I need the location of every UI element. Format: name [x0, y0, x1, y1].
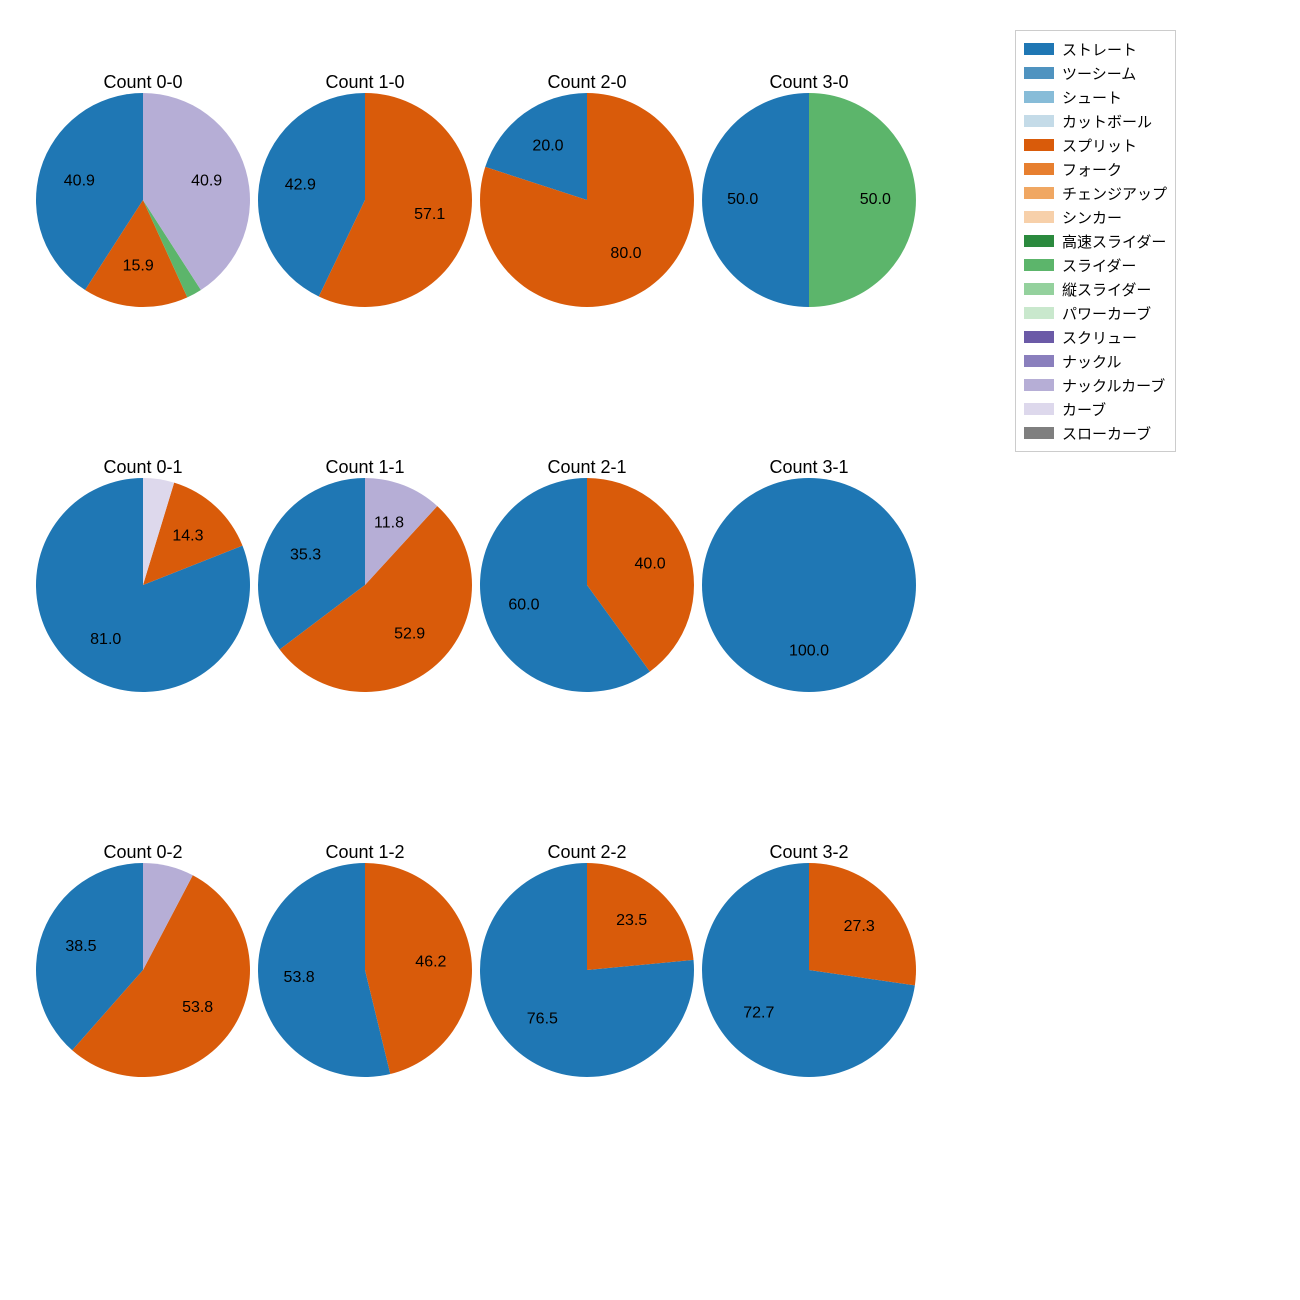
legend-swatch — [1024, 139, 1054, 151]
legend-label: ナックルカーブ — [1062, 375, 1165, 396]
pie-slice-label: 38.5 — [65, 938, 96, 955]
legend-item: 縦スライダー — [1024, 277, 1167, 301]
legend-swatch — [1024, 211, 1054, 223]
pie-slice-label: 53.8 — [284, 969, 315, 986]
pie-slice-label: 15.9 — [123, 257, 154, 274]
legend-swatch — [1024, 187, 1054, 199]
pie-chart: 100.0 — [698, 474, 920, 696]
legend-item: パワーカーブ — [1024, 301, 1167, 325]
legend-label: シンカー — [1062, 207, 1122, 228]
pie-slice-label: 23.5 — [616, 912, 647, 929]
legend-label: フォーク — [1062, 159, 1122, 180]
legend-swatch — [1024, 283, 1054, 295]
pie-slice-label: 100.0 — [789, 643, 829, 660]
legend-swatch — [1024, 43, 1054, 55]
pie-slice-label: 20.0 — [532, 138, 563, 155]
legend-swatch — [1024, 163, 1054, 175]
pie-chart: 60.0 40.0 — [476, 474, 698, 696]
pie-slice-label: 27.3 — [844, 918, 875, 935]
pie-slice-label: 40.9 — [191, 173, 222, 190]
pie-slice-label: 50.0 — [860, 191, 891, 208]
legend-item: ナックルカーブ — [1024, 373, 1167, 397]
legend-label: シュート — [1062, 87, 1122, 108]
pie-slice-label: 46.2 — [415, 953, 446, 970]
legend-label: スライダー — [1062, 255, 1136, 276]
pie-slice-label: 11.8 — [374, 514, 404, 531]
legend-swatch — [1024, 403, 1054, 415]
pie-slice — [702, 478, 916, 692]
pie-slice-label: 72.7 — [743, 1005, 774, 1022]
legend-item: シュート — [1024, 85, 1167, 109]
legend-swatch — [1024, 331, 1054, 343]
legend-label: パワーカーブ — [1062, 303, 1151, 324]
legend-item: スプリット — [1024, 133, 1167, 157]
pie-slice-label: 57.1 — [414, 206, 445, 223]
legend-item: ストレート — [1024, 37, 1167, 61]
legend-label: スクリュー — [1062, 327, 1137, 348]
legend-item: カットボール — [1024, 109, 1167, 133]
pie-slice-label: 35.3 — [290, 547, 321, 564]
pie-slice-label: 40.0 — [635, 556, 666, 573]
legend-label: ストレート — [1062, 39, 1137, 60]
legend-label: 高速スライダー — [1062, 231, 1166, 252]
pie-slice-label: 40.9 — [64, 173, 95, 190]
legend-swatch — [1024, 379, 1054, 391]
legend-swatch — [1024, 259, 1054, 271]
legend-swatch — [1024, 235, 1054, 247]
legend-item: チェンジアップ — [1024, 181, 1167, 205]
pie-slice-label: 60.0 — [508, 597, 539, 614]
legend-item: スローカーブ — [1024, 421, 1167, 445]
legend-label: ナックル — [1062, 351, 1122, 372]
legend-label: スローカーブ — [1062, 423, 1151, 444]
legend-swatch — [1024, 355, 1054, 367]
legend-item: 高速スライダー — [1024, 229, 1167, 253]
pie-slice-label: 14.3 — [172, 527, 203, 544]
legend-item: ツーシーム — [1024, 61, 1167, 85]
pie-chart: 40.9 15.9 40.9 — [32, 89, 254, 311]
pie-chart: 35.3 52.9 11.8 — [254, 474, 476, 696]
legend-label: ツーシーム — [1062, 63, 1136, 84]
pie-slice-label: 50.0 — [727, 191, 758, 208]
legend-swatch — [1024, 115, 1054, 127]
legend-label: 縦スライダー — [1062, 279, 1151, 300]
legend-item: シンカー — [1024, 205, 1167, 229]
legend-swatch — [1024, 307, 1054, 319]
legend-label: カットボール — [1062, 111, 1152, 132]
pie-chart: 38.5 53.8 — [32, 859, 254, 1081]
legend-label: カーブ — [1062, 399, 1106, 420]
pie-slice-label: 42.9 — [285, 177, 316, 194]
legend-item: ナックル — [1024, 349, 1167, 373]
pie-slice-label: 53.8 — [182, 999, 213, 1016]
pie-chart: 20.0 80.0 — [476, 89, 698, 311]
pie-chart: 81.0 14.3 — [32, 474, 254, 696]
pie-slice-label: 76.5 — [527, 1010, 558, 1027]
pie-slice-label: 52.9 — [394, 625, 425, 642]
pie-chart: 42.9 57.1 — [254, 89, 476, 311]
legend-label: スプリット — [1062, 135, 1137, 156]
legend-swatch — [1024, 427, 1054, 439]
pie-slice-label: 80.0 — [610, 245, 641, 262]
legend-item: カーブ — [1024, 397, 1167, 421]
legend-label: チェンジアップ — [1062, 183, 1167, 204]
pie-slice-label: 81.0 — [90, 631, 121, 648]
pie-chart: 53.8 46.2 — [254, 859, 476, 1081]
pie-chart: 72.7 27.3 — [698, 859, 920, 1081]
legend-item: スクリュー — [1024, 325, 1167, 349]
pie-chart: 50.0 50.0 — [698, 89, 920, 311]
legend-item: フォーク — [1024, 157, 1167, 181]
chart-grid: Count 0-040.915.940.9Count 1-042.957.1Co… — [0, 0, 1300, 1300]
legend-swatch — [1024, 67, 1054, 79]
pie-chart: 76.5 23.5 — [476, 859, 698, 1081]
legend-swatch — [1024, 91, 1054, 103]
legend: ストレートツーシームシュートカットボールスプリットフォークチェンジアップシンカー… — [1015, 30, 1176, 452]
legend-item: スライダー — [1024, 253, 1167, 277]
